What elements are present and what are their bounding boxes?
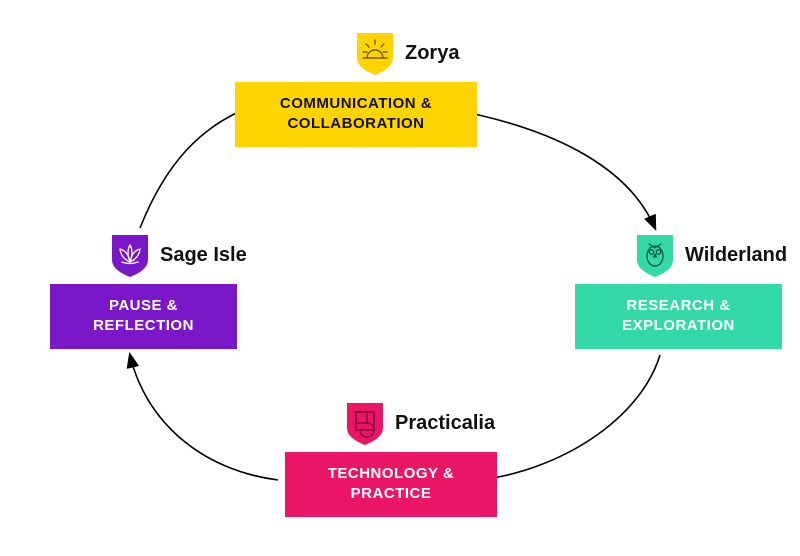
arrow-wilderland-to-practicalia — [480, 355, 660, 480]
node-box: RESEARCH & EXPLORATION — [575, 284, 782, 349]
node-box: PAUSE & REFLECTION — [50, 284, 237, 349]
spiral-icon — [345, 400, 385, 446]
node-title: Wilderland — [685, 244, 787, 267]
node-title: Zorya — [405, 42, 459, 65]
owl-icon — [635, 232, 675, 278]
cycle-diagram: Zorya COMMUNICATION & COLLABORATION Wild — [0, 0, 800, 556]
node-wilderland: Wilderland RESEARCH & EXPLORATION — [575, 232, 787, 349]
node-box: TECHNOLOGY & PRACTICE — [285, 452, 497, 517]
node-sageisle: Sage Isle PAUSE & REFLECTION — [50, 232, 247, 349]
sun-icon — [355, 30, 395, 76]
node-title: Practicalia — [395, 412, 495, 435]
lotus-icon — [110, 232, 150, 278]
node-practicalia: Practicalia TECHNOLOGY & PRACTICE — [285, 400, 497, 517]
node-box: COMMUNICATION & COLLABORATION — [235, 82, 477, 147]
node-zorya: Zorya COMMUNICATION & COLLABORATION — [235, 30, 477, 147]
arrow-practicalia-to-sageisle — [130, 355, 278, 480]
arrow-zorya-to-wilderland — [455, 110, 655, 228]
node-title: Sage Isle — [160, 244, 247, 267]
